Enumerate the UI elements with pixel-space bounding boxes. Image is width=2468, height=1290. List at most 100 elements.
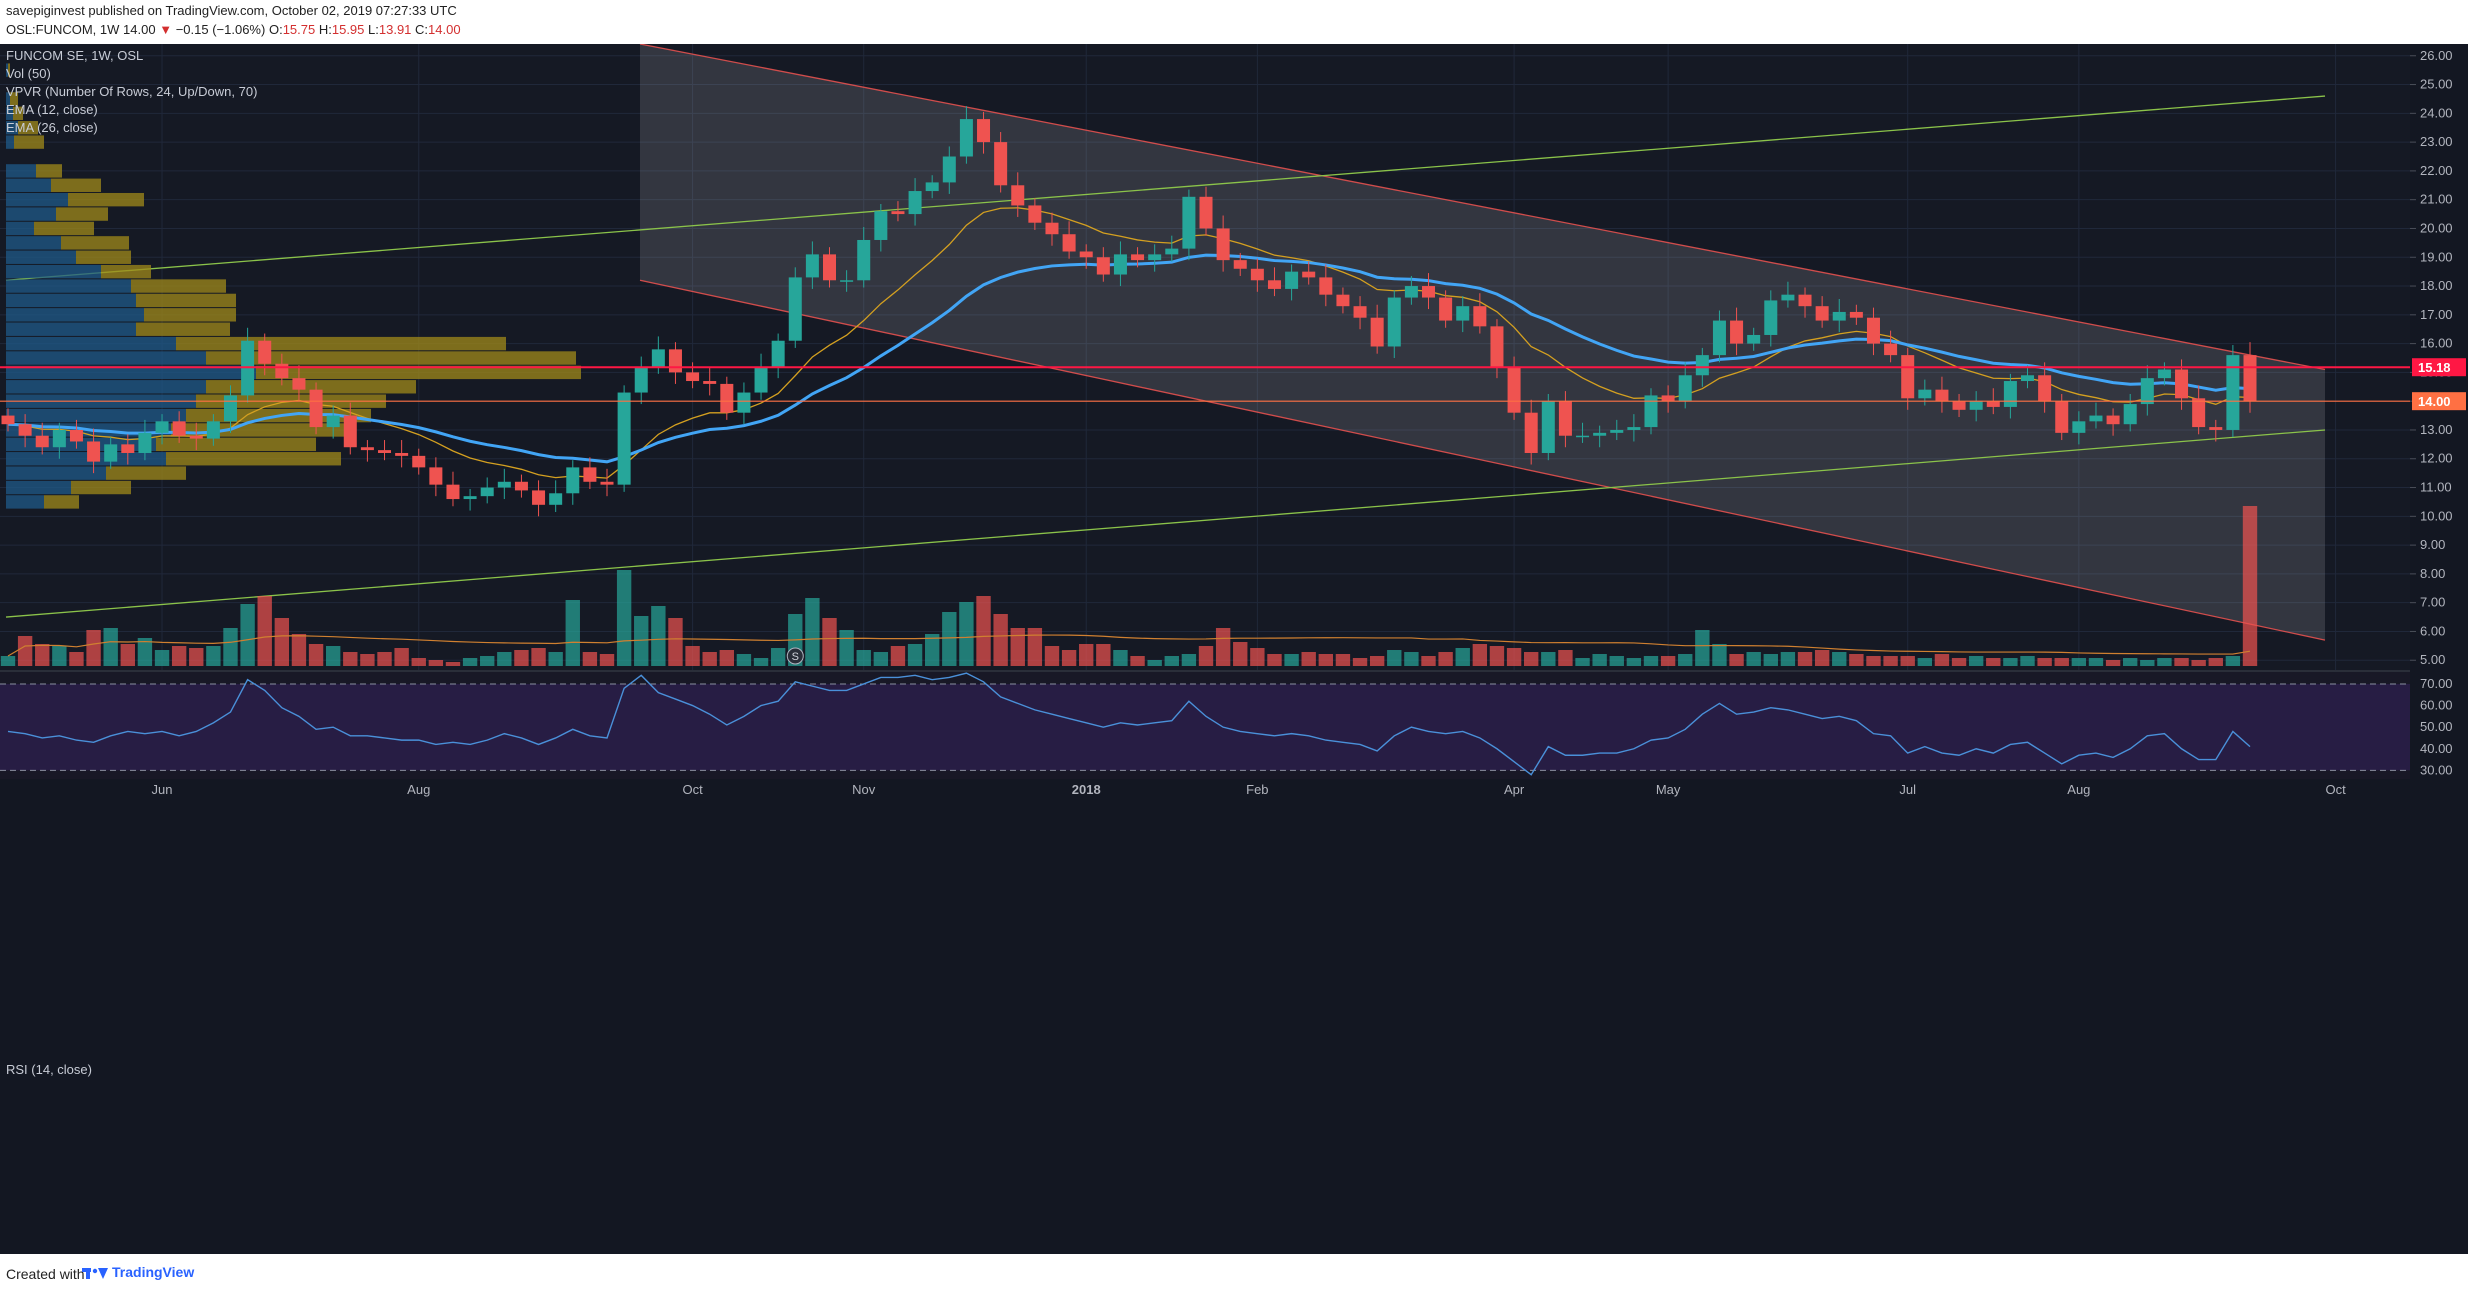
volume-bar	[1626, 658, 1642, 666]
volume-bar	[1951, 658, 1967, 666]
down-arrow-icon: ▼	[159, 22, 173, 37]
candle-body	[497, 481, 511, 488]
time-tick-label: 2018	[1072, 782, 1101, 797]
candle-body	[223, 395, 237, 422]
volume-bar	[651, 606, 666, 666]
vpvr-bar-down	[136, 322, 230, 336]
candle-body	[994, 142, 1008, 186]
tradingview-brand[interactable]: TradingView	[82, 1264, 194, 1280]
candle-body	[463, 496, 477, 500]
candle-body	[480, 487, 494, 497]
volume-bar	[1250, 648, 1265, 666]
vpvr-bar-up	[6, 365, 256, 380]
candle-body	[1935, 389, 1949, 402]
candle-body	[1079, 251, 1093, 258]
vpvr-bar-up	[6, 495, 44, 509]
volume-bar	[1301, 652, 1316, 666]
vpvr-bar-up	[6, 106, 13, 121]
time-tick-label: Feb	[1246, 782, 1268, 797]
candle-body	[1439, 297, 1453, 321]
volume-bar	[17, 636, 33, 666]
volume-bar	[1729, 654, 1744, 666]
volume-bar	[599, 654, 615, 666]
last-value: 14.00	[123, 22, 156, 37]
candle-body	[309, 389, 323, 428]
candle-body	[1113, 254, 1127, 275]
candle-body	[2192, 398, 2206, 428]
volume-bar	[462, 658, 478, 666]
candle-body	[1028, 205, 1042, 223]
candle-body	[617, 392, 631, 485]
change-value: −0.15 (−1.06%)	[175, 22, 266, 37]
vpvr-bar-down	[34, 221, 94, 236]
chart-area[interactable]: SE 5.00 6.00 7.00 8.00 9.00 10.00 11.00 12.00 13.…	[0, 44, 2468, 1254]
high-label: H:	[318, 22, 332, 37]
candle-body	[429, 467, 443, 485]
time-tick-label: Aug	[407, 782, 430, 797]
volume-bar	[1318, 654, 1334, 666]
close-value: 14.00	[428, 22, 461, 37]
candle-body	[1815, 306, 1829, 321]
publish-header: savepiginvest published on TradingView.c…	[0, 0, 2468, 44]
candle-body	[686, 372, 700, 382]
volume-bar	[1198, 646, 1214, 666]
trend-lower-line	[5, 429, 2326, 618]
time-tick-label: Nov	[852, 782, 876, 797]
candle-body	[514, 481, 528, 491]
volume-bar	[685, 646, 700, 666]
volume-bar	[805, 598, 820, 666]
volume-bar	[69, 652, 84, 666]
volume-bar	[1079, 644, 1094, 666]
candle-body	[1730, 320, 1744, 344]
volume-bar	[2105, 660, 2121, 666]
volume-bar	[120, 644, 135, 666]
volume-bar	[2003, 658, 2018, 666]
vpvr-bar-down	[101, 264, 151, 279]
rsi-band	[0, 683, 2410, 771]
volume-bar	[1233, 642, 1248, 666]
volume-bar	[2123, 658, 2138, 666]
volume-bar	[1130, 656, 1145, 666]
candle-body	[1422, 286, 1436, 298]
legend-ema12: EMA (12, close)	[6, 102, 98, 117]
volume-ma-line	[7, 634, 2251, 657]
volume-bar	[1164, 656, 1179, 666]
legend-vol: Vol (50)	[6, 66, 51, 81]
volume-bar	[291, 634, 307, 666]
candle-body	[908, 191, 922, 215]
legend-ema26: EMA (26, close)	[6, 120, 98, 135]
candle-body	[1233, 260, 1247, 269]
volume-bar	[1797, 652, 1813, 666]
price-tick-label: 17.00	[2420, 307, 2453, 322]
volume-bar	[1934, 654, 1950, 666]
open-value: 15.75	[282, 22, 316, 37]
volume-bar	[1917, 658, 1933, 666]
vpvr-bar-up	[6, 178, 51, 192]
volume-bar	[206, 646, 221, 666]
publisher-name[interactable]: savepiginvest	[6, 3, 85, 18]
volume-bar	[1660, 656, 1676, 666]
created-with-label: Created with	[6, 1266, 85, 1282]
candle-body	[891, 211, 905, 215]
candle-body	[69, 429, 83, 442]
candle-body	[1524, 412, 1538, 453]
candle-body	[1490, 326, 1504, 367]
volume-bar	[2174, 658, 2189, 666]
vpvr-bar-up	[6, 480, 71, 495]
volume-bar	[1010, 628, 1025, 666]
candle-body	[292, 378, 306, 390]
candle-body	[121, 444, 135, 453]
volume-bar	[1592, 654, 1607, 666]
volume-bar	[1832, 652, 1847, 666]
vpvr-bar-down	[61, 236, 129, 250]
volume-bar	[531, 648, 546, 666]
volume-bar	[890, 646, 906, 666]
vpvr-bar-up	[6, 221, 34, 236]
rsi-tick-label: 40.00	[2420, 741, 2453, 756]
high-value: 15.95	[331, 22, 365, 37]
candle-body	[549, 493, 563, 505]
candle-body	[1832, 311, 1846, 321]
volume-bar	[1147, 660, 1162, 666]
price-chart-svg[interactable]: SE 5.00 6.00 7.00 8.00 9.00 10.00 11.00 12.00 13.…	[0, 44, 2468, 1254]
candle-body	[87, 441, 101, 462]
